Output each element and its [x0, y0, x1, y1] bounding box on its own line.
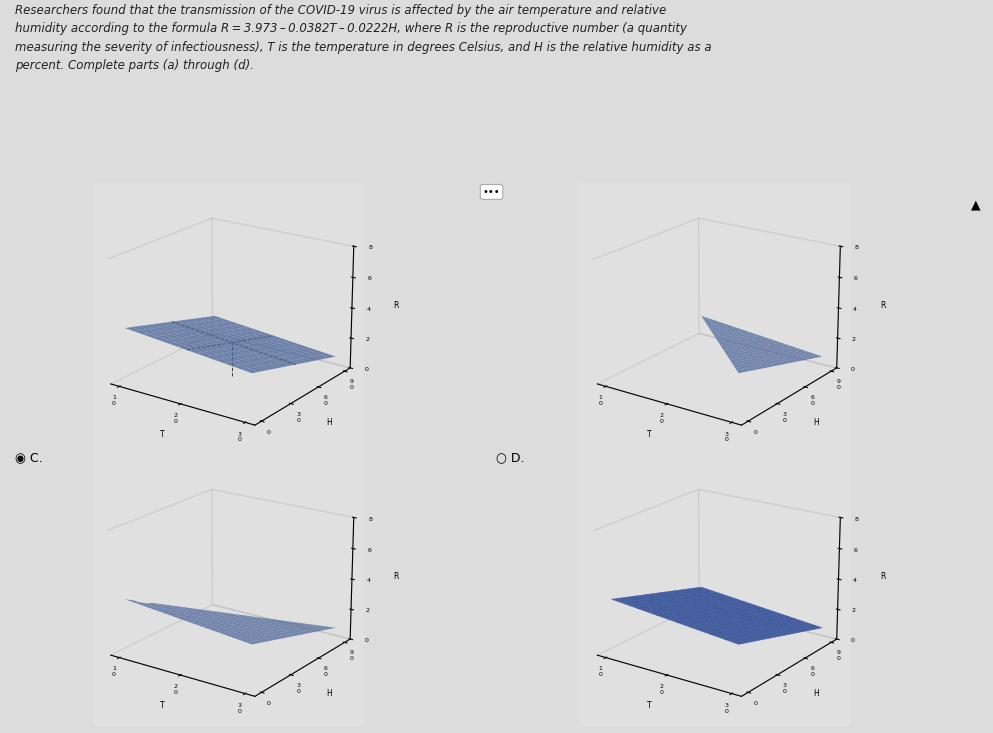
Text: ▲: ▲ — [971, 198, 981, 211]
Text: ◉ C.: ◉ C. — [15, 451, 43, 464]
X-axis label: T: T — [160, 701, 165, 710]
Text: •••: ••• — [483, 187, 500, 197]
X-axis label: T: T — [160, 430, 165, 439]
Y-axis label: H: H — [813, 689, 819, 699]
Y-axis label: H: H — [813, 418, 819, 427]
X-axis label: T: T — [646, 701, 651, 710]
Y-axis label: H: H — [327, 689, 333, 699]
X-axis label: T: T — [646, 430, 651, 439]
Text: ○ D.: ○ D. — [496, 451, 525, 464]
Y-axis label: H: H — [327, 418, 333, 427]
Text: Researchers found that the transmission of the COVID-19 virus is affected by the: Researchers found that the transmission … — [15, 4, 712, 72]
